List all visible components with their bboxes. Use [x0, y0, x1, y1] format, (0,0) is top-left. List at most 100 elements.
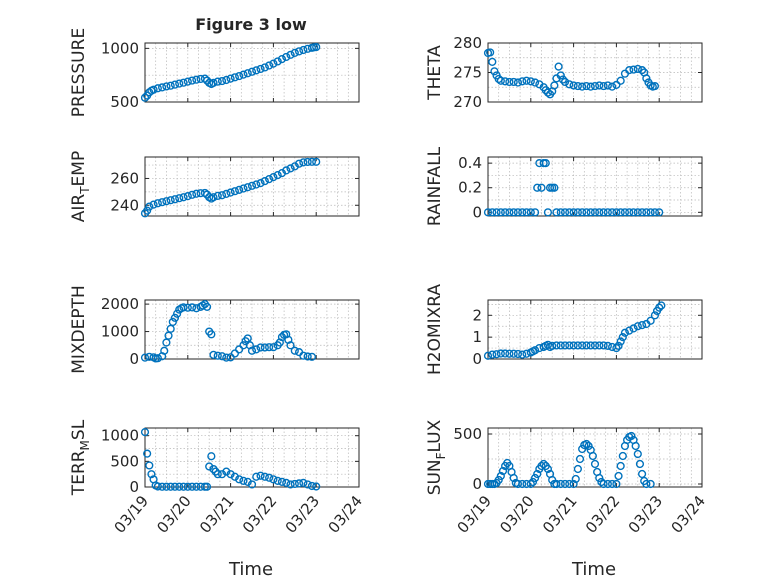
data-point [554, 62, 563, 71]
data-point [573, 341, 582, 350]
data-point [608, 208, 617, 217]
data-point [494, 475, 503, 485]
data-point [490, 67, 499, 76]
y-axis-label-subscript: F [434, 452, 448, 459]
data-point [595, 473, 604, 483]
y-axis-label: PRESSURE [69, 28, 89, 117]
data-point [209, 78, 218, 88]
y-axis-label-subscript: M [78, 440, 92, 450]
data-point [595, 208, 604, 217]
data-point [650, 311, 660, 320]
data-point [530, 78, 540, 87]
data-point [290, 346, 299, 355]
y-axis-label-main: SUN [425, 459, 445, 495]
data-point [273, 476, 282, 485]
data-point [252, 180, 261, 189]
data-point [207, 330, 216, 339]
data-point [637, 208, 647, 217]
data-point [140, 353, 150, 362]
data-point [513, 78, 523, 87]
data-point [173, 309, 182, 318]
data-point [256, 64, 265, 74]
data-point [590, 208, 600, 217]
data-point [569, 81, 578, 90]
data-point [556, 208, 565, 217]
data-point [205, 462, 214, 471]
data-point [282, 478, 291, 487]
axes-frame [487, 427, 703, 488]
data-point [239, 476, 248, 485]
subplot-mixdepth: 0 1000 2000 MIXDEPTH [69, 285, 360, 374]
data-point [158, 482, 167, 491]
data-point [616, 461, 625, 471]
y-tick-label: 2000 [101, 295, 139, 313]
data-point [537, 461, 546, 471]
subplot-air-temp: 240 260 AIRTEMP [69, 151, 360, 222]
data-point [635, 459, 645, 469]
data-point [187, 190, 197, 199]
data-point [582, 81, 591, 91]
data-point [625, 208, 634, 217]
data-point [620, 208, 630, 217]
data-point [565, 208, 574, 217]
data-point [496, 349, 505, 358]
data-point [657, 301, 666, 310]
y-tick-label: 1000 [101, 39, 139, 57]
data-point [226, 74, 235, 83]
data-point [247, 67, 257, 76]
data-point [290, 479, 299, 489]
data-point [307, 157, 317, 166]
data-point [166, 196, 175, 205]
data-point [213, 351, 222, 360]
data-point [612, 80, 621, 89]
y-tick-label: 2 [472, 306, 482, 324]
data-point [552, 479, 561, 489]
data-point [629, 324, 638, 333]
data-point [235, 475, 244, 484]
data-point [582, 208, 591, 217]
axes-frame [487, 299, 703, 360]
data-point [569, 479, 578, 489]
data-point [183, 192, 192, 201]
y-axis-label: H2OMIXRA [425, 284, 445, 375]
data-point [160, 346, 169, 355]
axes-frame [144, 299, 360, 360]
data-point [530, 346, 540, 355]
data-point [582, 341, 591, 350]
data-point [637, 66, 647, 75]
data-point [222, 189, 231, 198]
data-point [265, 175, 274, 184]
data-point [509, 77, 518, 87]
data-point [192, 189, 201, 198]
y-tick-label: 500 [110, 452, 139, 470]
data-point [213, 191, 222, 200]
data-point [252, 66, 261, 75]
data-point [642, 208, 651, 217]
y-tick-label: 1000 [101, 427, 139, 445]
chart-title: Figure 3 low [195, 15, 307, 34]
data-point [166, 81, 175, 90]
data-point [522, 76, 531, 85]
data-point [140, 93, 150, 102]
data-point [149, 200, 158, 209]
data-point [483, 208, 493, 217]
data-point [518, 77, 527, 86]
data-point [556, 341, 565, 350]
data-point [230, 349, 239, 358]
data-point [209, 350, 218, 359]
data-point [269, 173, 278, 182]
data-point [260, 472, 269, 481]
data-point [603, 479, 612, 489]
data-point [200, 74, 210, 83]
data-point [513, 479, 523, 489]
data-point [505, 77, 514, 87]
data-point [252, 345, 261, 354]
data-point [294, 479, 304, 488]
data-point [565, 341, 574, 350]
data-point [286, 480, 295, 489]
data-point [650, 81, 660, 91]
data-point [303, 480, 312, 489]
y-tick-label: 0 [129, 350, 139, 368]
data-point [265, 61, 274, 70]
data-point [582, 439, 591, 449]
